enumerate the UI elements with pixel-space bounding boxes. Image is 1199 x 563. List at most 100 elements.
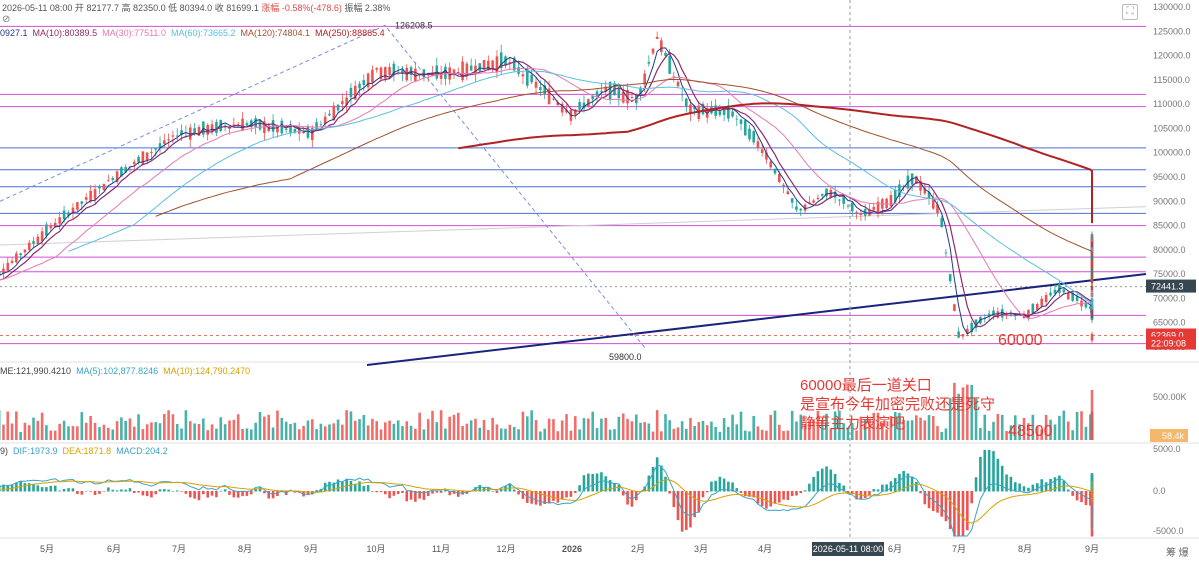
volume-bar [512,426,516,440]
macd-histogram-bar [302,491,305,497]
candle-body [833,191,837,198]
volume-legend: ME:121,990.4210 MA(5):102,877.8246 MA(10):… [0,366,255,376]
macd-histogram-bar [539,491,542,506]
volume-bar [19,431,22,440]
candle-body [685,98,688,107]
time-tick-label: 7月 [952,544,966,554]
macd-histogram-bar [219,490,223,492]
eye-off-icon[interactable]: ⊘ [2,14,11,25]
candle-body [777,174,781,183]
macd-histogram-bar [1075,491,1079,501]
candle-body [655,36,659,39]
macd-histogram-bar [1009,476,1013,492]
volume-bar [530,410,533,440]
volume-bar [111,429,115,440]
candle-body [573,109,577,115]
macd-histogram-bar [790,491,794,496]
candle-body [62,210,66,220]
candle-body [53,222,57,228]
time-tick-label: 6月 [888,544,902,554]
volume-bar [358,419,361,440]
amplitude-value: 2.38% [364,3,391,13]
macd-histogram-bar [491,491,494,492]
candle-body [668,56,671,74]
volume-bar [838,410,841,440]
candle-body [1040,298,1043,306]
volume-bar [98,427,101,440]
macd-histogram-bar [966,491,969,531]
candle-body [799,208,803,211]
volume-bar [379,429,383,440]
macd-histogram-bar [1080,491,1083,503]
volume-bar [621,413,625,440]
macd-histogram-bar [1022,486,1026,492]
macd-histogram-bar [868,491,871,496]
macd-histogram-bar [158,489,162,492]
macd-group [0,450,1094,537]
macd-histogram-bar [508,483,512,492]
annotation-48500: 48500 [1008,423,1053,440]
macd-histogram-bar [45,487,48,492]
volume-bar [565,414,568,440]
volume-bar [829,428,833,440]
volume-bar [431,410,434,440]
volume-bar [193,423,196,440]
macd-histogram-bar [197,491,201,501]
macd-histogram-bar [341,481,344,492]
volume-bar [1009,425,1013,440]
volume-bar [573,416,577,440]
candle-body [1089,306,1092,309]
candle-body [512,57,516,71]
open-label: 开 [74,3,84,13]
volume-bar [137,414,140,440]
macd-histogram-bar [145,491,149,497]
volume-bar [228,420,231,440]
corner-labels[interactable]: 筹 爆 [1166,548,1189,559]
cursor-time-label: 2026-05-11 08:00 [813,544,883,554]
volume-bar [271,427,275,440]
macd-legend-item-2: DEA:1871.8 [62,446,112,456]
macd-histogram-bar [426,491,430,496]
volume-bar [1005,431,1008,440]
candle-body [32,241,35,244]
macd-histogram-bar [915,481,918,492]
volume-bar [1040,429,1043,440]
volume-bar [293,422,297,440]
volume-bar [120,417,123,440]
volume-bar [756,426,760,440]
macd-histogram-bar [206,491,209,498]
macd-histogram-bar [944,491,948,522]
volume-bar [846,427,850,440]
candle-body [124,167,127,173]
volume-bar [944,428,948,440]
volume-bar [630,421,634,440]
price-tick-label: 90000.0 [1153,196,1186,206]
marked-price-label: 126208.5 [395,20,433,30]
macd-histogram-bar [163,489,166,492]
candle-body [249,120,253,128]
candle-body [748,128,751,140]
macd-histogram-bar [961,491,965,537]
candle-body [872,206,876,210]
volume-bar [595,428,599,440]
macd-histogram-bar [254,488,257,492]
candle-body [1031,303,1035,314]
ma-120-line [155,79,1093,290]
macd-histogram-bar [71,488,75,492]
candle-body [680,94,684,96]
candle-body [469,65,473,71]
volume-bar [521,411,525,440]
candle-body [846,205,850,207]
macd-histogram-bar [655,457,659,492]
macd-histogram-bar [765,491,768,509]
candle-body [332,105,336,121]
volume-bar [578,429,581,440]
volume-bar [936,426,939,440]
expand-icon[interactable]: ⛶ [1122,4,1138,20]
macd-histogram-bar [353,483,357,492]
macd-histogram-bar [974,477,978,492]
support-trendline [366,273,1147,366]
volume-bar [107,427,110,440]
candle-body [639,87,642,96]
